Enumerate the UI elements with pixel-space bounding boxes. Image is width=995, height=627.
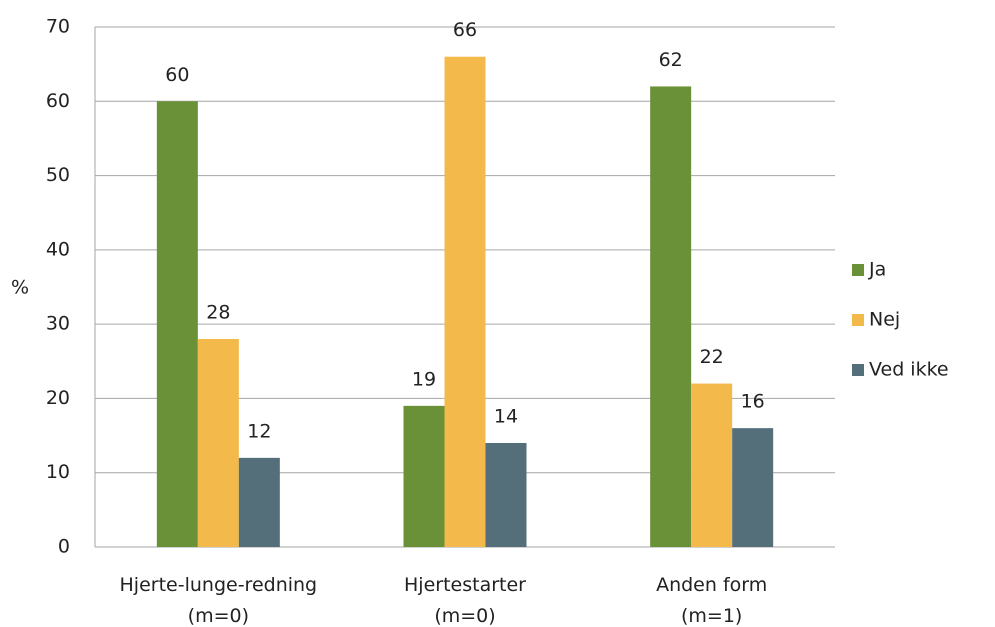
x-tick-label-line: (m=0)	[188, 605, 249, 627]
data-label: 19	[412, 368, 436, 390]
bar	[691, 383, 733, 547]
bar	[444, 56, 486, 547]
y-axis-label: %	[11, 277, 29, 299]
legend-label: Ja	[868, 259, 886, 281]
data-label: 66	[453, 19, 477, 41]
x-tick-label: Hjerte-lunge-redning (m=0)	[120, 574, 318, 627]
data-label: 62	[659, 49, 683, 71]
x-tick-label-line: (m=0)	[434, 605, 495, 627]
data-label: 16	[741, 391, 765, 413]
legend-swatch	[852, 364, 864, 376]
x-tick-label: Hjertestarter (m=0)	[404, 574, 526, 627]
y-tick-label: 40	[46, 238, 70, 260]
legend-swatch	[852, 314, 864, 326]
bar	[485, 443, 527, 547]
legend-swatch	[852, 264, 864, 276]
data-label: 22	[700, 346, 724, 368]
y-tick-label: 0	[58, 536, 70, 558]
y-tick-label: 70	[46, 16, 70, 38]
bar	[238, 457, 280, 547]
y-tick-label: 60	[46, 90, 70, 112]
bar	[732, 428, 774, 547]
x-tick-label-line: Hjertestarter	[404, 574, 526, 596]
bar	[156, 101, 198, 548]
y-tick-label: 30	[46, 313, 70, 335]
legend-label: Nej	[869, 309, 900, 331]
legend-label: Ved ikke	[869, 359, 949, 381]
x-tick-label-line: Hjerte-lunge-redning	[120, 574, 318, 596]
x-tick-label: Anden form (m=1)	[656, 574, 767, 627]
bar	[403, 405, 445, 547]
y-tick-label: 50	[46, 164, 70, 186]
x-tick-label-line: Anden form	[656, 574, 767, 596]
data-label: 14	[494, 406, 518, 428]
x-tick-label-line: (m=1)	[681, 605, 742, 627]
y-tick-label: 10	[46, 461, 70, 483]
bar	[650, 86, 692, 547]
bar	[197, 339, 239, 547]
data-label: 28	[206, 302, 230, 324]
data-label: 60	[165, 64, 189, 86]
y-tick-label: 20	[46, 387, 70, 409]
data-label: 12	[247, 420, 271, 442]
